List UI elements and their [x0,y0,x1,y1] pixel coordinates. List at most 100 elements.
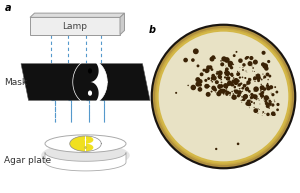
Circle shape [229,80,230,82]
Circle shape [228,61,233,66]
Circle shape [245,56,249,59]
Circle shape [271,93,272,94]
Circle shape [250,104,251,106]
Circle shape [235,90,236,91]
Circle shape [242,67,243,68]
Circle shape [253,86,259,92]
Circle shape [269,98,270,99]
Circle shape [183,58,188,62]
Circle shape [267,79,269,80]
Circle shape [248,90,251,93]
Circle shape [220,91,222,93]
Circle shape [205,68,210,73]
Circle shape [257,108,259,109]
Circle shape [200,72,204,76]
Circle shape [204,79,207,82]
Circle shape [263,87,266,91]
Circle shape [215,80,219,84]
Circle shape [216,91,221,96]
Circle shape [264,100,267,103]
Circle shape [261,62,265,67]
Circle shape [216,75,217,76]
Circle shape [204,84,209,89]
Circle shape [242,63,246,67]
Circle shape [235,96,236,97]
FancyBboxPatch shape [30,17,120,35]
Circle shape [249,92,250,93]
Circle shape [157,30,290,163]
Circle shape [229,81,230,82]
Circle shape [265,96,267,97]
Circle shape [254,108,258,113]
Circle shape [230,93,231,95]
Circle shape [266,73,269,76]
Circle shape [230,83,234,86]
Circle shape [241,102,242,103]
Circle shape [216,73,218,74]
Circle shape [239,88,240,90]
Circle shape [274,86,276,88]
Circle shape [232,85,234,86]
Circle shape [260,84,262,85]
Circle shape [220,81,222,83]
Circle shape [232,95,233,96]
Circle shape [244,97,245,99]
Circle shape [267,83,268,85]
Circle shape [256,74,260,78]
Circle shape [236,79,240,83]
Circle shape [264,113,266,114]
Circle shape [229,92,231,94]
Circle shape [227,93,228,94]
Circle shape [260,85,265,90]
Circle shape [206,65,210,69]
Circle shape [249,56,254,60]
Circle shape [252,71,253,72]
Circle shape [253,76,257,80]
Circle shape [247,89,249,91]
Circle shape [225,71,227,74]
Circle shape [244,95,245,96]
Circle shape [215,148,218,150]
Circle shape [219,89,223,93]
Circle shape [212,81,213,83]
Circle shape [263,75,266,78]
Circle shape [221,56,226,62]
Circle shape [236,51,238,53]
Circle shape [262,113,263,114]
Circle shape [237,74,238,76]
Circle shape [256,74,257,76]
Circle shape [213,87,217,91]
Circle shape [266,86,271,91]
Circle shape [219,72,220,74]
Circle shape [242,95,247,100]
Circle shape [196,64,200,67]
Circle shape [235,91,237,93]
Circle shape [260,87,261,88]
Circle shape [242,69,244,71]
Circle shape [235,97,236,99]
Polygon shape [90,60,107,104]
Circle shape [243,94,248,99]
Circle shape [243,84,246,88]
Circle shape [242,98,245,101]
Polygon shape [70,136,93,151]
Circle shape [227,87,228,88]
Circle shape [222,91,225,94]
Circle shape [232,95,237,100]
Circle shape [268,86,270,88]
Polygon shape [30,13,124,17]
Circle shape [229,95,230,96]
Circle shape [258,98,259,99]
Circle shape [218,75,220,78]
Circle shape [85,139,86,141]
Circle shape [262,51,266,55]
Circle shape [226,76,230,81]
Circle shape [230,83,234,86]
Circle shape [254,103,255,104]
Circle shape [237,94,240,97]
Text: Lamp: Lamp [62,22,88,30]
Circle shape [221,84,222,85]
Circle shape [257,98,259,99]
Circle shape [256,76,258,77]
Circle shape [260,94,264,98]
